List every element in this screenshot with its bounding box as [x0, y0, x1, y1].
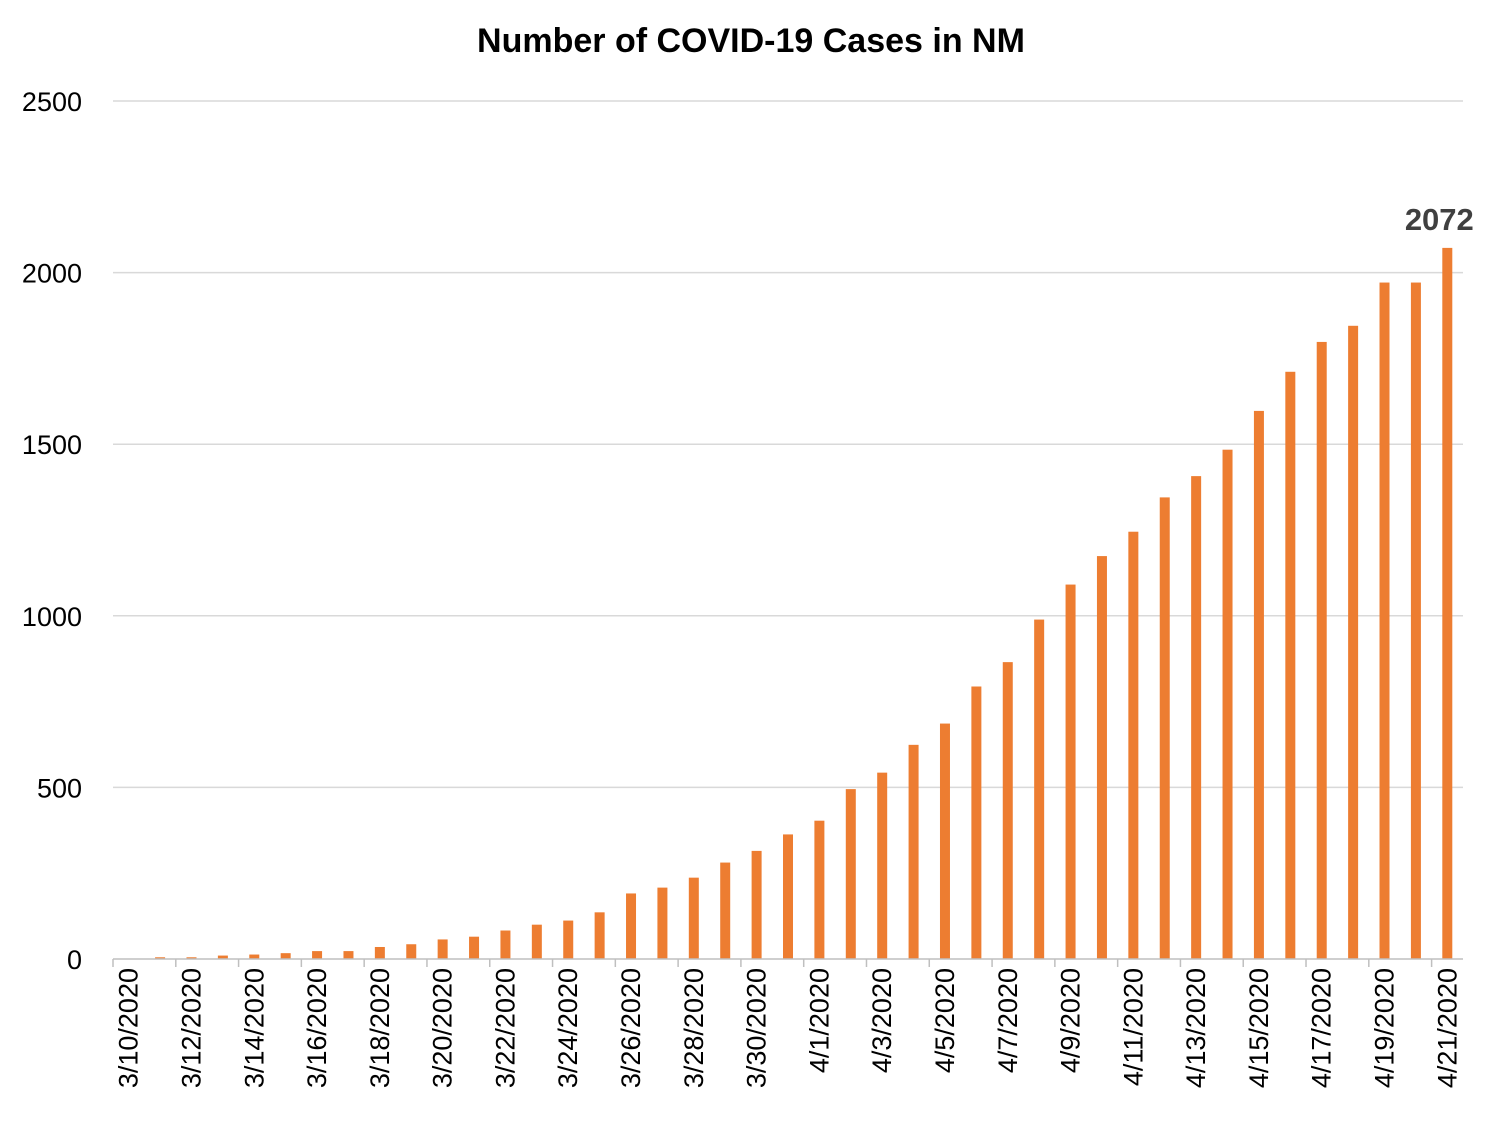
- x-tick-label: 4/5/2020: [930, 968, 960, 1073]
- data-labels: 2072: [1405, 202, 1474, 237]
- x-tick-label: 4/7/2020: [993, 968, 1023, 1073]
- bar: [531, 924, 542, 959]
- y-tick-label: 2500: [22, 87, 82, 117]
- bar: [1379, 282, 1390, 959]
- x-tick-label: 4/15/2020: [1244, 968, 1274, 1088]
- bar: [249, 954, 260, 959]
- x-tick-label: 4/17/2020: [1307, 968, 1337, 1088]
- bar: [783, 834, 793, 959]
- chart-title: Number of COVID-19 Cases in NM: [477, 22, 1025, 60]
- bar: [720, 862, 731, 959]
- bar: [751, 850, 762, 959]
- bar: [312, 951, 323, 959]
- y-axis-ticks: 0 500 1000 1500 2000 2500: [22, 87, 82, 975]
- bar: [186, 957, 197, 959]
- bar: [594, 912, 605, 959]
- bar: [280, 953, 291, 959]
- x-axis-ticks: 3/10/2020 3/12/2020 3/14/2020 3/16/2020 3/18…: [114, 968, 1463, 1088]
- x-tick-label: 3/10/2020: [114, 968, 144, 1088]
- x-axis: [112, 958, 1463, 967]
- bar: [1096, 556, 1107, 959]
- x-tick-label: 4/11/2020: [1118, 968, 1148, 1086]
- bar: [1128, 531, 1139, 959]
- bar: [1253, 410, 1264, 959]
- y-tick-label: 2000: [22, 259, 82, 289]
- x-tick-label: 3/16/2020: [302, 968, 332, 1088]
- bar: [1159, 497, 1170, 959]
- bar: [1285, 371, 1296, 959]
- bar: [217, 955, 228, 959]
- bar: [877, 772, 888, 959]
- bar: [343, 951, 354, 959]
- x-tick-label: 4/13/2020: [1181, 968, 1211, 1088]
- bar: [1316, 341, 1327, 959]
- bar: [437, 939, 448, 959]
- bar: [626, 893, 637, 959]
- bar: [1222, 449, 1233, 959]
- bar: [688, 877, 699, 959]
- x-tick-label: 3/28/2020: [679, 968, 709, 1088]
- bar: [155, 957, 166, 959]
- bar: [657, 887, 668, 959]
- bars: [155, 247, 1453, 960]
- x-tick-label: 3/18/2020: [365, 968, 395, 1088]
- x-tick-label: 4/9/2020: [1056, 968, 1086, 1073]
- y-tick-label: 1500: [22, 430, 82, 460]
- bar: [971, 686, 982, 959]
- x-tick-label: 3/24/2020: [553, 968, 583, 1088]
- bar: [1191, 476, 1202, 959]
- y-tick-label: 1000: [22, 602, 82, 632]
- bar: [1034, 619, 1045, 959]
- bar: [374, 946, 385, 959]
- x-tick-label: 4/21/2020: [1432, 968, 1462, 1088]
- bar: [908, 744, 919, 959]
- x-tick-label: 3/30/2020: [742, 968, 772, 1088]
- y-tick-label: 500: [37, 773, 82, 803]
- bar: [406, 944, 417, 959]
- gridlines: [113, 100, 1463, 789]
- bar: [814, 820, 825, 959]
- bar: [563, 920, 574, 959]
- bar: [1442, 247, 1453, 960]
- x-tick-label: 4/19/2020: [1370, 968, 1400, 1088]
- x-tick-label: 3/20/2020: [428, 968, 458, 1088]
- y-tick-label: 0: [67, 945, 82, 975]
- bar: [1348, 325, 1359, 959]
- bar: [939, 723, 950, 959]
- x-tick-label: 4/1/2020: [804, 968, 834, 1073]
- x-tick-label: 3/14/2020: [239, 968, 269, 1088]
- x-tick-label: 3/26/2020: [616, 968, 646, 1088]
- data-label: 2072: [1405, 202, 1474, 237]
- x-tick-label: 4/3/2020: [867, 968, 897, 1073]
- x-tick-label: 3/12/2020: [176, 968, 206, 1088]
- bar: [500, 930, 511, 959]
- bar: [1410, 282, 1421, 959]
- bar: [1065, 584, 1076, 959]
- bar: [469, 936, 480, 959]
- bar: [845, 789, 856, 959]
- bar: [1002, 662, 1013, 959]
- x-tick-label: 3/22/2020: [490, 968, 520, 1088]
